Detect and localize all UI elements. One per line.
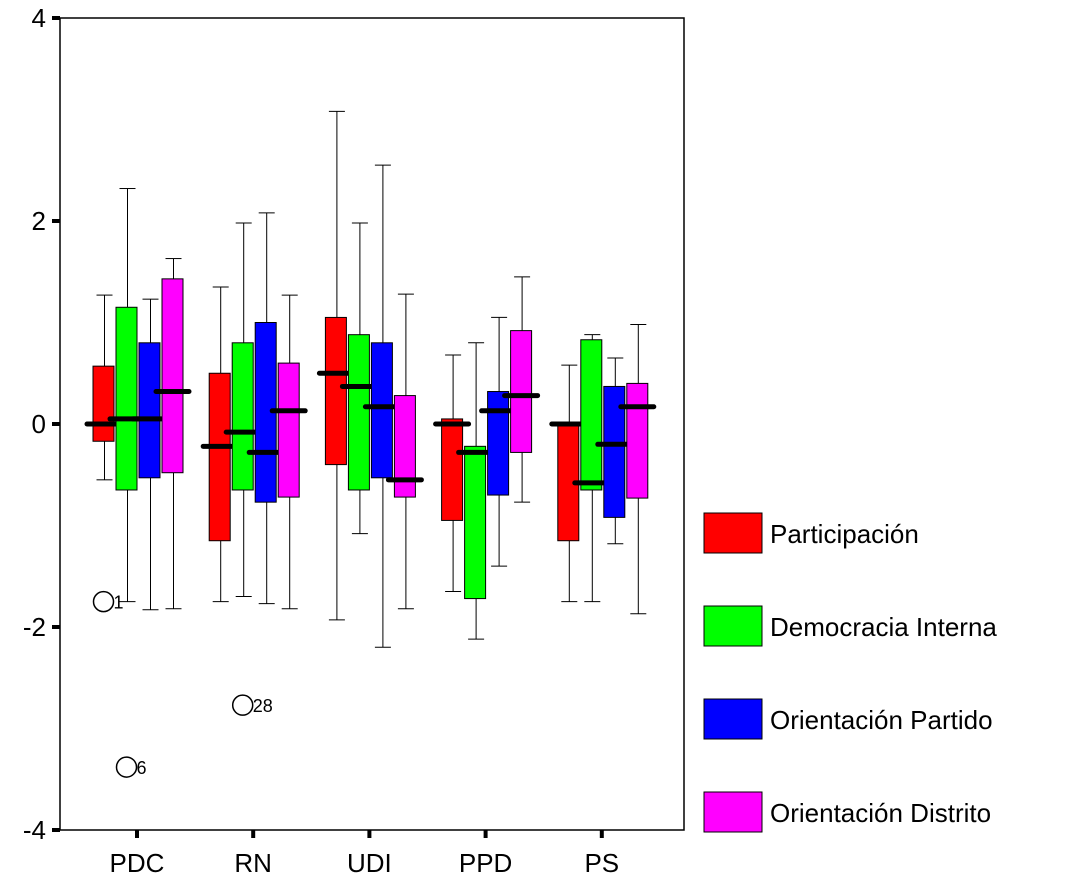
y-tick-label: -2 <box>23 612 46 642</box>
x-category-label: PPD <box>459 848 512 878</box>
x-category-label: RN <box>234 848 272 878</box>
x-category-label: PS <box>584 848 619 878</box>
outlier-point <box>231 694 254 716</box>
y-tick-label: 2 <box>32 206 46 236</box>
box-iqr <box>393 395 416 498</box>
box-iqr <box>277 362 300 498</box>
outlier-label: 1 <box>114 593 124 613</box>
box-iqr <box>510 330 533 453</box>
box-iqr <box>441 418 464 521</box>
legend-swatch <box>703 791 763 833</box>
box-iqr <box>161 278 184 474</box>
box-ppd-3 <box>502 276 541 503</box>
box-iqr <box>603 385 626 518</box>
box-ppd-2 <box>479 316 518 567</box>
y-tick-label: -4 <box>23 815 46 845</box>
box-ps-3 <box>618 324 657 615</box>
box-ps-0 <box>549 364 588 603</box>
x-category-label: UDI <box>347 848 392 878</box>
legend-swatch <box>703 605 763 647</box>
box-udi-0 <box>316 110 355 621</box>
box-rn-0 <box>200 286 239 603</box>
box-iqr <box>580 339 603 491</box>
box-ppd-1 <box>456 342 495 640</box>
box-pdc-2 <box>130 298 169 611</box>
box-udi-1 <box>339 222 378 535</box>
boxes-layer <box>84 110 657 648</box>
box-iqr <box>347 334 370 491</box>
legend: Participación Democracia Interna Orientaci… <box>703 512 997 833</box>
outlier-label: 28 <box>253 696 273 716</box>
box-ps-2 <box>595 357 634 545</box>
legend-label: Orientación Distrito <box>770 798 991 828</box>
box-iqr <box>487 391 510 496</box>
box-pdc-0 <box>84 294 123 481</box>
box-ppd-0 <box>433 354 472 592</box>
legend-label: Democracia Interna <box>770 612 997 642</box>
y-tick-label: 4 <box>32 3 46 33</box>
box-iqr <box>138 342 161 479</box>
box-rn-3 <box>269 294 308 610</box>
legend-label: Orientación Partido <box>770 705 993 735</box>
box-udi-3 <box>385 293 424 610</box>
box-iqr <box>464 445 487 600</box>
y-tick-label: 0 <box>32 409 46 439</box>
box-iqr <box>115 306 138 491</box>
legend-swatch <box>703 698 763 740</box>
outlier-label: 6 <box>137 758 147 778</box>
box-pdc-3 <box>153 258 192 610</box>
x-axis: PDC RN UDI PPD PS <box>110 830 619 878</box>
box-iqr <box>626 382 649 499</box>
x-category-label: PDC <box>110 848 165 878</box>
box-iqr <box>370 342 393 479</box>
box-iqr <box>92 365 115 442</box>
outlier-point <box>115 756 138 778</box>
box-iqr <box>208 372 231 542</box>
box-iqr <box>324 316 347 466</box>
y-axis: -4 -2 0 2 4 <box>23 3 60 845</box>
legend-label: Participación <box>770 519 919 549</box>
outlier-point <box>92 590 115 613</box>
box-iqr <box>231 342 254 491</box>
box-pdc-1 <box>107 188 146 603</box>
box-ps-1 <box>572 334 611 603</box>
legend-swatch <box>703 512 763 554</box>
box-udi-2 <box>362 164 401 648</box>
